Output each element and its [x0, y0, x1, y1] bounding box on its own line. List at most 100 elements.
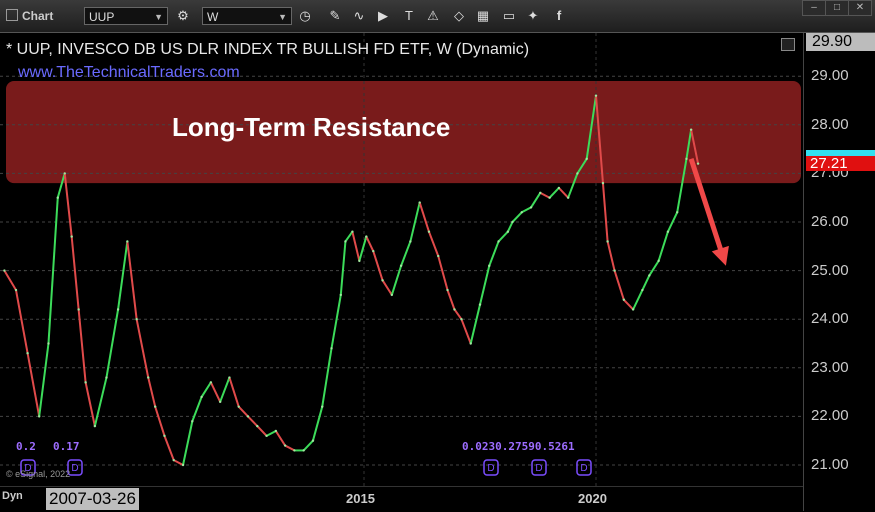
price-point: [601, 181, 605, 185]
price-segment: [530, 192, 542, 208]
price-segment: [63, 173, 73, 237]
y-tick-label: 23.00: [811, 358, 849, 376]
price-point: [311, 439, 315, 442]
price-point: [689, 128, 693, 131]
price-point: [566, 196, 570, 199]
price-point: [293, 449, 296, 452]
price-segment: [321, 348, 333, 407]
gear-icon[interactable]: ⚙: [177, 8, 189, 23]
price-point: [135, 318, 138, 321]
price-point: [63, 172, 66, 175]
interval-value: W: [207, 10, 219, 24]
price-segment: [601, 183, 609, 242]
price-segment: [84, 382, 96, 427]
price-point: [339, 293, 342, 297]
price-segment: [469, 304, 481, 344]
price-segment: [576, 158, 588, 174]
alert-icon[interactable]: ⚠: [427, 8, 439, 23]
y-tick-label: 21.00: [811, 456, 849, 473]
price-point: [163, 434, 166, 438]
price-segment: [558, 187, 569, 199]
window-title-text: Chart: [22, 9, 54, 23]
price-segment: [93, 377, 108, 427]
price-point: [200, 395, 203, 399]
price-segment: [400, 241, 412, 267]
price-point: [576, 172, 579, 175]
dividend-marker: [531, 459, 547, 476]
price-segment: [488, 241, 500, 267]
price-point: [606, 240, 609, 243]
tag-icon[interactable]: ◇: [454, 8, 464, 23]
price-point: [3, 269, 6, 272]
price-point: [172, 458, 175, 462]
price-point: [147, 376, 150, 379]
close-button[interactable]: ✕: [848, 0, 872, 16]
price-segment: [409, 202, 421, 242]
restore-panel-button[interactable]: [781, 38, 795, 51]
price-point: [409, 240, 412, 243]
price-point: [38, 415, 41, 418]
price-segment: [117, 241, 129, 310]
price-point: [209, 381, 213, 384]
price-point: [460, 318, 463, 321]
chart-title: * UUP, INVESCO DB US DLR INDEX TR BULLIS…: [6, 41, 530, 58]
price-point: [358, 259, 361, 263]
price-point: [237, 405, 240, 408]
price-point: [47, 342, 50, 345]
maximize-button[interactable]: □: [825, 0, 849, 16]
price-segment: [209, 381, 222, 403]
price-segment: [284, 444, 295, 452]
symbol-input[interactable]: UUP ▼: [84, 7, 168, 25]
dividend-marker: [20, 459, 36, 476]
price-point: [283, 444, 287, 447]
price-point: [427, 230, 431, 233]
grid-icon[interactable]: ▦: [476, 8, 490, 23]
price-point: [631, 308, 635, 311]
price-segment: [274, 430, 286, 447]
text-icon[interactable]: T: [405, 8, 413, 23]
price-axis[interactable]: [803, 33, 875, 511]
facebook-icon[interactable]: f: [556, 8, 562, 23]
price-segment: [506, 221, 514, 233]
price-point: [218, 400, 222, 404]
forecast-arrow-head: [711, 245, 729, 266]
price-point: [56, 196, 59, 199]
price-segment: [365, 236, 375, 252]
price-segment: [256, 425, 268, 437]
dynamic-mode-label: Dyn: [2, 490, 23, 502]
curve-icon[interactable]: ∿: [353, 8, 365, 23]
chevron-down-icon[interactable]: ▼: [278, 12, 287, 22]
price-partial-tag: [806, 150, 875, 158]
pencil-icon[interactable]: ✎: [329, 8, 341, 23]
price-point: [557, 186, 561, 190]
price-segment: [657, 231, 669, 262]
chevron-down-icon[interactable]: ▼: [154, 12, 163, 22]
price-point: [126, 240, 129, 243]
twitter-icon[interactable]: ✦: [527, 8, 539, 23]
price-point: [14, 288, 18, 292]
price-segment: [237, 405, 249, 418]
price-segment: [372, 250, 384, 281]
price-segment: [126, 241, 138, 320]
price-segment: [446, 289, 456, 310]
interval-select[interactable]: W ▼: [202, 7, 292, 25]
dividend-marker: [483, 459, 499, 476]
price-segment: [521, 206, 532, 214]
price-segment: [690, 129, 700, 164]
play-icon[interactable]: ▶: [378, 8, 388, 23]
price-segment: [595, 95, 604, 184]
dividend-marker-letter: D: [71, 463, 78, 474]
y-tick-label: 24.00: [811, 310, 849, 328]
price-point: [488, 264, 491, 267]
price-segment: [428, 231, 440, 257]
dividend-marker: [67, 459, 83, 476]
clock-icon[interactable]: ◷: [299, 8, 311, 23]
price-point: [418, 201, 421, 204]
price-segment: [613, 270, 625, 301]
minimize-button[interactable]: –: [802, 0, 826, 16]
price-segment: [437, 255, 449, 291]
price-point: [93, 424, 97, 428]
chart-toolbar: Chart UUP ▼ ⚙ W ▼ ◷ ✎ ∿ ▶ T ⚠ ◇ ▦ ▭ ✦ f – …: [0, 0, 875, 33]
comment-icon[interactable]: ▭: [502, 8, 516, 23]
